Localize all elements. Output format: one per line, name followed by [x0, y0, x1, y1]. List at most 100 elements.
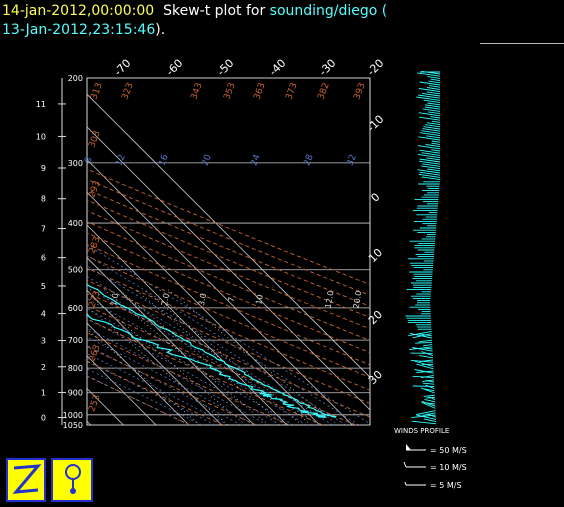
wind-barb: [425, 380, 435, 383]
dry-adiabat-label: 253: [87, 394, 102, 414]
moist-adiabats: [87, 244, 370, 425]
dry-adiabat-label: 283: [87, 236, 102, 256]
wind-barb: [417, 333, 432, 337]
dry-adiabats: [87, 168, 370, 425]
wind-barb: [419, 116, 441, 121]
moist-adiabat-line: [87, 265, 347, 425]
legend-barb: [403, 461, 407, 468]
wind-legend-title: WINDS PROFILE: [394, 427, 449, 435]
wind-barb: [429, 85, 441, 88]
moist-adiabat-line: [87, 244, 370, 425]
wind-barb: [409, 346, 433, 351]
dewpoint-trace: [87, 312, 327, 418]
height-tick-label: 10: [36, 132, 46, 141]
chart-grid: [0, 77, 371, 426]
mixing-ratio-label: 7: [227, 296, 237, 303]
wind-barb: [426, 91, 441, 95]
height-tick-label: 6: [41, 254, 46, 263]
height-tick-label: 9: [41, 164, 46, 173]
wind-barb: [419, 149, 441, 154]
dry-adiabat-label: 363: [252, 82, 267, 102]
wind-barb: [426, 157, 441, 161]
moist-adiabat-label: 16: [157, 153, 170, 167]
balloon-icon[interactable]: [51, 458, 93, 502]
isotherm-line: [87, 224, 288, 425]
wind-barb: [417, 153, 441, 159]
dry-adiabat-label: 303: [87, 130, 102, 150]
wind-barb: [424, 418, 437, 423]
wind-barb: [421, 165, 441, 170]
wind-barb: [426, 87, 441, 90]
wind-barb: [424, 124, 441, 128]
dry-adiabat-line: [87, 360, 224, 425]
wind-barb: [419, 171, 441, 176]
wind-barb: [425, 384, 435, 390]
wind-profile: [405, 70, 441, 425]
sounding-traces: [87, 283, 337, 418]
height-tick-label: 5: [41, 282, 46, 291]
moist-adiabat-line: [87, 353, 229, 425]
dry-adiabat-line: [87, 305, 356, 425]
wind-barb: [428, 396, 436, 401]
wind-barb: [426, 135, 441, 139]
dry-adiabat-line: [87, 210, 370, 330]
moist-adiabat-label: 24: [249, 153, 262, 167]
temperature-tick-label: -20: [365, 57, 387, 79]
wind-barb: [423, 347, 433, 350]
wind-barb: [416, 410, 436, 415]
wind-barb: [417, 72, 441, 77]
wind-barb: [423, 99, 441, 104]
wind-barb: [412, 375, 434, 379]
isotherm-line: [0, 78, 25, 425]
mixing-ratio-line: [134, 289, 303, 425]
wind-barb: [416, 96, 441, 101]
wind-barb: [425, 144, 441, 148]
title-source-link[interactable]: sounding/diego: [269, 3, 378, 19]
title-time: 14-jan-2012,00:00:00: [2, 3, 155, 19]
legend-flag: [406, 444, 411, 450]
dry-adiabat-line: [87, 279, 370, 405]
pressure-tick-label: 600: [68, 304, 83, 313]
wind-barb: [421, 70, 441, 75]
dry-adiabat-line: [87, 221, 370, 342]
wind-barb: [417, 169, 441, 174]
mixing-ratio: [87, 289, 339, 425]
wind-barb: [426, 413, 437, 418]
moist-adiabat-label: 8: [83, 156, 94, 165]
dry-adiabat-label: 353: [222, 82, 237, 102]
mixing-ratio-label: 1.0: [109, 293, 120, 307]
wind-barb: [431, 120, 441, 123]
wind-barb: [423, 344, 433, 347]
wind-barb: [419, 160, 441, 165]
wind-barb: [421, 92, 441, 97]
moist-adiabat-line: [87, 298, 307, 425]
height-tick-label: 7: [41, 225, 46, 234]
wind-barb: [427, 76, 441, 79]
mixing-ratio-line: [87, 306, 229, 425]
z-logo-icon[interactable]: [6, 458, 46, 502]
pressure-tick-label: 200: [68, 74, 83, 83]
dry-adiabat-line: [87, 178, 370, 296]
dry-adiabat-line: [87, 292, 370, 418]
temperature-tick-label: -10: [365, 113, 387, 135]
dry-adiabat-label: 393: [352, 82, 367, 102]
mixing-ratio-label: 3.0: [197, 293, 208, 307]
wind-barb: [424, 106, 441, 110]
dry-adiabat-label: 293: [87, 180, 102, 200]
wind-barb: [419, 132, 441, 137]
dry-adiabat-line: [87, 267, 370, 391]
dry-adiabat-label: 373: [284, 82, 299, 102]
wind-barb: [423, 394, 435, 397]
temperature-tick-label: 0: [368, 190, 382, 204]
chart-labels: 2003004005006007008009001000105001234567…: [36, 57, 387, 430]
moist-adiabat-line: [87, 287, 320, 425]
wind-barb: [427, 102, 441, 106]
dry-adiabat-label: 313: [89, 82, 104, 102]
dry-adiabat-label: 343: [189, 82, 204, 102]
title-text: Skew-t plot for: [154, 3, 270, 19]
pressure-tick-label: 800: [68, 364, 83, 373]
wind-barb: [430, 116, 441, 119]
moist-adiabat-line: [87, 336, 255, 425]
pressure-tick-label: 1000: [63, 411, 83, 420]
isotherm-line: [87, 322, 190, 425]
